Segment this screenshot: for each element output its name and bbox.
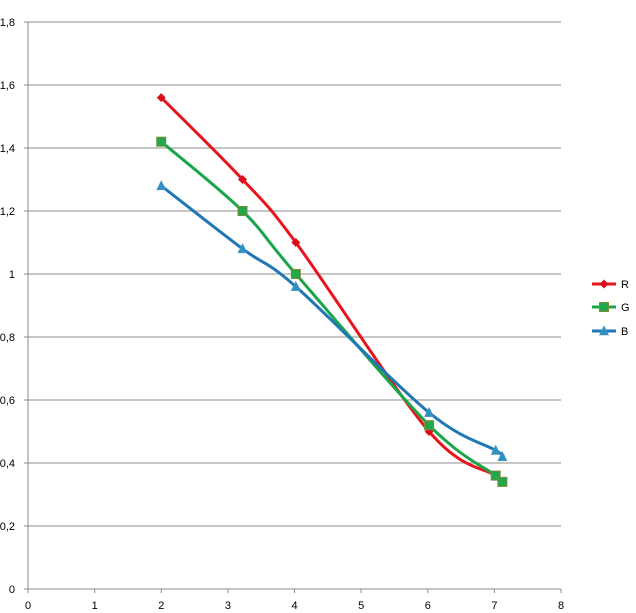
legend-label: G [621, 302, 630, 314]
data-point [291, 238, 301, 247]
series-B [156, 180, 508, 462]
series-line [159, 96, 505, 484]
series-lines [156, 93, 508, 487]
y-tick-label: 0,4 [0, 458, 15, 470]
data-point [497, 451, 508, 462]
x-tick-label: 1 [92, 600, 98, 612]
legend-marker [599, 325, 609, 336]
y-tick-label: 1,4 [0, 143, 15, 155]
y-tick-label: 1,8 [0, 17, 15, 29]
y-tick-label: 0,8 [0, 332, 15, 344]
legend-entry: B [592, 325, 628, 338]
data-point [490, 470, 501, 481]
data-point [238, 175, 248, 184]
x-tick-label: 6 [425, 600, 431, 612]
legend-label: R [621, 279, 629, 291]
series-G [156, 136, 508, 487]
x-tick-label: 7 [491, 600, 497, 612]
legend-entry: R [592, 279, 629, 291]
x-tick-label: 0 [25, 600, 31, 612]
data-point [424, 420, 435, 431]
data-point [290, 269, 301, 279]
legend-marker [599, 279, 609, 289]
data-point [490, 444, 501, 455]
data-point [156, 136, 167, 147]
series-line [159, 140, 505, 484]
x-tick-label: 8 [558, 600, 564, 612]
x-tick-label: 2 [158, 600, 164, 612]
axes: 0 0,2 0,4 0,6 0,8 1 1,2 1,4 1,6 1,8 0 1 2 3 4 5 6 7 8 [0, 17, 564, 612]
x-tick-label: 5 [358, 600, 364, 612]
data-point [290, 280, 301, 291]
series-line [159, 184, 505, 459]
data-point [156, 93, 166, 103]
legend-label: B [621, 326, 628, 338]
x-tick-label: 3 [225, 600, 231, 612]
y-tick-label: 1,2 [0, 206, 15, 218]
y-tick-label: 0,2 [0, 521, 15, 533]
data-point [156, 180, 167, 191]
x-tick-label: 4 [291, 600, 297, 612]
y-tick-label: 1 [9, 269, 15, 281]
series-R [156, 93, 507, 487]
data-point [237, 243, 248, 254]
y-tick-label: 0,6 [0, 395, 15, 407]
legend: RGB [592, 279, 630, 338]
legend-entry: G [592, 302, 630, 314]
legend-marker [599, 302, 609, 312]
y-tick-label: 1,6 [0, 80, 15, 92]
y-tick-label: 0 [9, 584, 15, 596]
data-point [497, 476, 508, 487]
data-point [237, 206, 248, 216]
data-point [424, 406, 435, 417]
